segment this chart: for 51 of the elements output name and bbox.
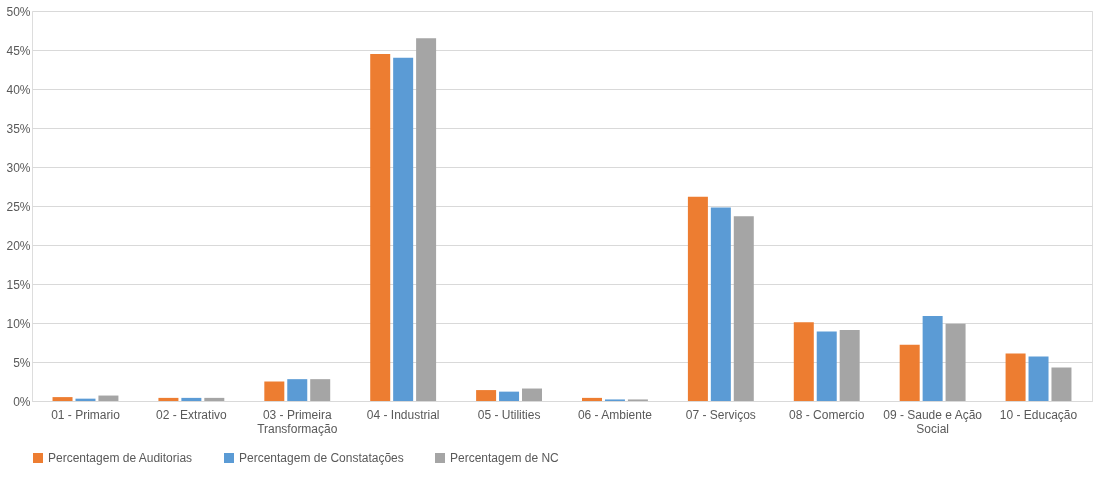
bar xyxy=(582,397,602,401)
bar xyxy=(1028,356,1049,401)
bar xyxy=(1051,367,1072,401)
legend-label: Percentagem de Auditorias xyxy=(48,451,193,465)
y-tick-label: 15% xyxy=(6,277,31,292)
y-tick-label: 0% xyxy=(13,394,31,409)
x-tick-label: 01 - Primario xyxy=(51,407,121,422)
x-tick-label: 07 - Serviços xyxy=(685,407,756,422)
legend-label: Percentagem de NC xyxy=(450,451,560,465)
y-tick-label: 50% xyxy=(6,4,31,19)
x-tick-label: 08 - Comercio xyxy=(789,407,865,422)
bar xyxy=(687,196,708,401)
bar xyxy=(158,397,179,401)
bar xyxy=(522,388,542,401)
bar xyxy=(310,379,331,401)
y-tick-label: 45% xyxy=(6,43,31,58)
bar xyxy=(476,390,497,401)
y-tick-label: 25% xyxy=(6,199,31,214)
x-tick-label: 10 - Educação xyxy=(999,407,1078,422)
x-tick-label: 02 - Extrativo xyxy=(156,407,228,422)
bar xyxy=(499,391,520,401)
bar xyxy=(839,330,860,401)
bar xyxy=(393,57,414,401)
y-tick-label: 10% xyxy=(6,316,31,331)
x-tick-label: 09 - Saude e Ação Social xyxy=(883,407,983,436)
bar xyxy=(204,397,225,401)
bar xyxy=(899,344,920,401)
bar xyxy=(733,216,754,401)
y-tick-label: 5% xyxy=(13,355,31,370)
bar xyxy=(52,397,73,401)
y-tick-label: 20% xyxy=(6,238,31,253)
x-tick-label: 03 - Primeira Transformação xyxy=(257,407,338,436)
bar xyxy=(287,379,308,401)
bar xyxy=(98,395,119,401)
bar xyxy=(416,38,437,401)
y-tick-label: 35% xyxy=(6,121,31,136)
bar xyxy=(945,323,966,401)
bar xyxy=(370,53,391,401)
bar xyxy=(264,381,285,401)
bar xyxy=(1005,353,1026,401)
bar xyxy=(181,397,202,401)
x-tick-label: 05 - Utilities xyxy=(477,407,541,422)
bar xyxy=(710,207,731,401)
bar xyxy=(922,315,943,401)
x-tick-label: 06 - Ambiente xyxy=(577,407,653,422)
bar xyxy=(816,331,837,401)
legend-label: Percentagem de Constatações xyxy=(239,451,404,465)
bar xyxy=(793,322,814,401)
y-tick-label: 40% xyxy=(6,82,31,97)
y-tick-label: 30% xyxy=(6,160,31,175)
x-tick-label: 04 - Industrial xyxy=(366,407,440,422)
